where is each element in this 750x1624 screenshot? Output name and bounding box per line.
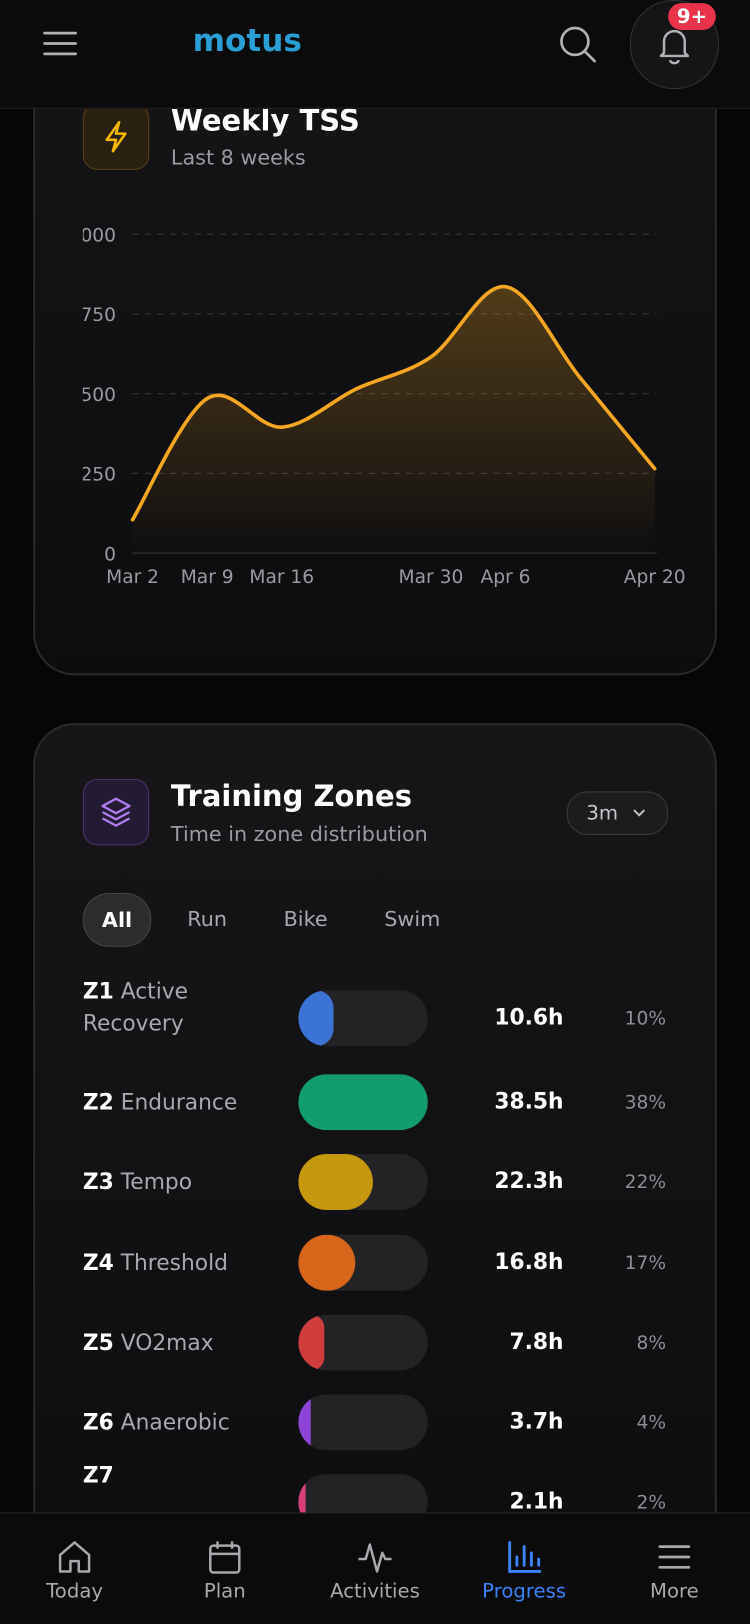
nav-item[interactable]: Progress <box>452 1513 597 1624</box>
zone-label: Endurance <box>120 1089 238 1115</box>
zone-row: Z6 Anaerobic 3.7h 4% <box>0 1394 750 1451</box>
zone-code: Z6 <box>82 1409 114 1435</box>
zone-label: Anaerobic <box>120 1409 230 1435</box>
nav-item[interactable]: Plan <box>152 1513 297 1624</box>
zone-track <box>298 990 428 1047</box>
tss-icon <box>82 103 150 170</box>
zone-track <box>298 1234 428 1291</box>
zone-row: Z1 Active Recovery 10.6h 10% <box>0 979 750 1047</box>
zones-title: Training Zones <box>170 779 413 814</box>
x-tick-label: Mar 2 <box>106 567 159 588</box>
nav-item[interactable]: Today <box>2 1513 147 1624</box>
tss-chart: 0 250 500 750 1000 Mar 2 Mar 9 Mar 16 Mar 30 Apr … <box>69 225 686 588</box>
zone-name: Z7 <box>83 1460 290 1492</box>
zone-label: Threshold <box>120 1250 228 1276</box>
brand: motus <box>192 22 302 60</box>
zone-bar <box>298 1234 355 1291</box>
nav-label: Plan <box>203 1579 246 1603</box>
area <box>132 286 655 554</box>
period-select[interactable]: 3m <box>566 791 669 835</box>
zone-track <box>298 1154 428 1210</box>
zone-row: Z4 Threshold 16.8h 17% <box>0 1234 750 1291</box>
line <box>130 284 657 522</box>
zone-code: Z1 <box>82 978 114 1004</box>
zone-hours: 22.3h <box>494 1168 564 1194</box>
zone-bar <box>298 1154 374 1210</box>
zone-name: Z1 Active Recovery <box>83 976 290 1040</box>
zone-track <box>298 1314 428 1371</box>
nav-label: Today <box>46 1579 104 1603</box>
zone-hours: 7.8h <box>509 1329 564 1354</box>
zone-name: Z6 Anaerobic <box>83 1407 290 1439</box>
zone-code: Z7 <box>82 1462 114 1488</box>
zone-label: VO2max <box>120 1330 214 1355</box>
nav-label: Progress <box>482 1579 567 1603</box>
zones-icon <box>82 779 150 846</box>
zone-hours: 16.8h <box>494 1249 564 1275</box>
x-tick-label: Mar 30 <box>399 567 464 588</box>
zone-bar <box>298 1314 325 1371</box>
zone-code: Z2 <box>82 1089 114 1115</box>
notifications[interactable]: 9+ <box>629 0 719 90</box>
zone-row: Z2 Endurance 38.5h 38% <box>0 1074 750 1131</box>
top-bar: motus 9+ <box>0 0 750 109</box>
zone-name: Z4 Threshold <box>83 1247 290 1279</box>
nav-label: More <box>649 1579 699 1603</box>
zone-bar <box>298 1394 311 1451</box>
badge: 9+ <box>668 3 716 31</box>
zones-subtitle: Time in zone distribution <box>170 821 428 847</box>
zone-percent: 8% <box>636 1332 667 1354</box>
zone-hours: 38.5h <box>494 1088 564 1114</box>
y-tick-label: 750 <box>80 305 116 326</box>
zone-percent: 4% <box>636 1411 667 1434</box>
zone-code: Z5 <box>82 1330 114 1355</box>
zone-track <box>298 1394 428 1451</box>
zone-label: Active Recovery <box>82 978 189 1036</box>
zone-bar <box>298 990 334 1047</box>
chart-title: Weekly TSS <box>170 103 360 138</box>
search-icon[interactable] <box>557 24 598 65</box>
nav-label: Activities <box>330 1579 420 1603</box>
zone-code: Z4 <box>82 1250 114 1276</box>
zone-percent: 38% <box>624 1091 667 1114</box>
x-tick-label: Mar 9 <box>181 567 234 588</box>
chart-subtitle: Last 8 weeks <box>170 145 306 170</box>
bottom-nav: Today Plan Activities Progress More <box>0 1512 750 1624</box>
x-tick-label: Apr 20 <box>624 567 686 588</box>
nav-item[interactable]: More <box>602 1513 747 1624</box>
zone-row: Z3 Tempo 22.3h 22% <box>0 1154 750 1210</box>
zone-track <box>298 1074 428 1131</box>
zone-bar <box>298 1074 428 1131</box>
x-tick-label: Mar 16 <box>249 567 314 588</box>
zone-percent: 17% <box>624 1252 667 1275</box>
tab[interactable]: Run <box>187 906 228 932</box>
y-tick-label: 0 <box>104 544 116 565</box>
zone-name: Z3 Tempo <box>83 1166 290 1198</box>
tab[interactable]: Swim <box>384 906 441 932</box>
zone-name: Z2 Endurance <box>83 1087 290 1119</box>
period-label: 3m <box>586 801 619 825</box>
zone-percent: 2% <box>636 1491 667 1514</box>
x-tick-label: Apr 6 <box>481 567 531 588</box>
zone-row: Z5 VO2max 7.8h 8% <box>0 1314 750 1371</box>
tab[interactable]: All <box>82 892 152 947</box>
nav-item[interactable]: Activities <box>302 1513 447 1624</box>
zone-hours: 10.6h <box>494 1004 564 1030</box>
zone-code: Z3 <box>82 1169 114 1195</box>
y-tick-label: 1000 <box>69 225 116 246</box>
y-tick-label: 500 <box>80 385 116 406</box>
zone-bar <box>298 1474 306 1531</box>
tab[interactable]: Bike <box>283 906 328 932</box>
zone-hours: 2.1h <box>509 1488 564 1514</box>
zone-hours: 3.7h <box>509 1408 564 1434</box>
zone-percent: 10% <box>624 1007 667 1030</box>
zone-percent: 22% <box>624 1171 667 1194</box>
menu-icon[interactable] <box>41 29 78 58</box>
zone-label: Tempo <box>120 1169 193 1195</box>
y-tick-label: 250 <box>80 465 116 486</box>
zone-name: Z5 VO2max <box>83 1327 290 1359</box>
